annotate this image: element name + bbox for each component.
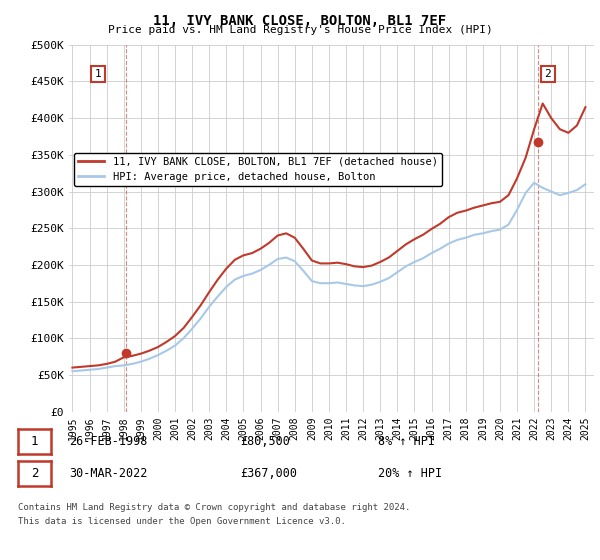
Text: This data is licensed under the Open Government Licence v3.0.: This data is licensed under the Open Gov… bbox=[18, 517, 346, 526]
Legend: 11, IVY BANK CLOSE, BOLTON, BL1 7EF (detached house), HPI: Average price, detach: 11, IVY BANK CLOSE, BOLTON, BL1 7EF (det… bbox=[74, 153, 442, 186]
Text: 2: 2 bbox=[31, 466, 38, 480]
Text: 8% ↑ HPI: 8% ↑ HPI bbox=[378, 435, 435, 448]
Text: 2: 2 bbox=[544, 69, 551, 79]
Text: Price paid vs. HM Land Registry's House Price Index (HPI): Price paid vs. HM Land Registry's House … bbox=[107, 25, 493, 35]
Text: 20% ↑ HPI: 20% ↑ HPI bbox=[378, 466, 442, 480]
Text: £367,000: £367,000 bbox=[240, 466, 297, 480]
Text: 1: 1 bbox=[31, 435, 38, 448]
Text: 11, IVY BANK CLOSE, BOLTON, BL1 7EF: 11, IVY BANK CLOSE, BOLTON, BL1 7EF bbox=[154, 14, 446, 28]
Text: Contains HM Land Registry data © Crown copyright and database right 2024.: Contains HM Land Registry data © Crown c… bbox=[18, 503, 410, 512]
Text: £80,500: £80,500 bbox=[240, 435, 290, 448]
Text: 1: 1 bbox=[95, 69, 101, 79]
Text: 26-FEB-1998: 26-FEB-1998 bbox=[69, 435, 148, 448]
Text: 30-MAR-2022: 30-MAR-2022 bbox=[69, 466, 148, 480]
